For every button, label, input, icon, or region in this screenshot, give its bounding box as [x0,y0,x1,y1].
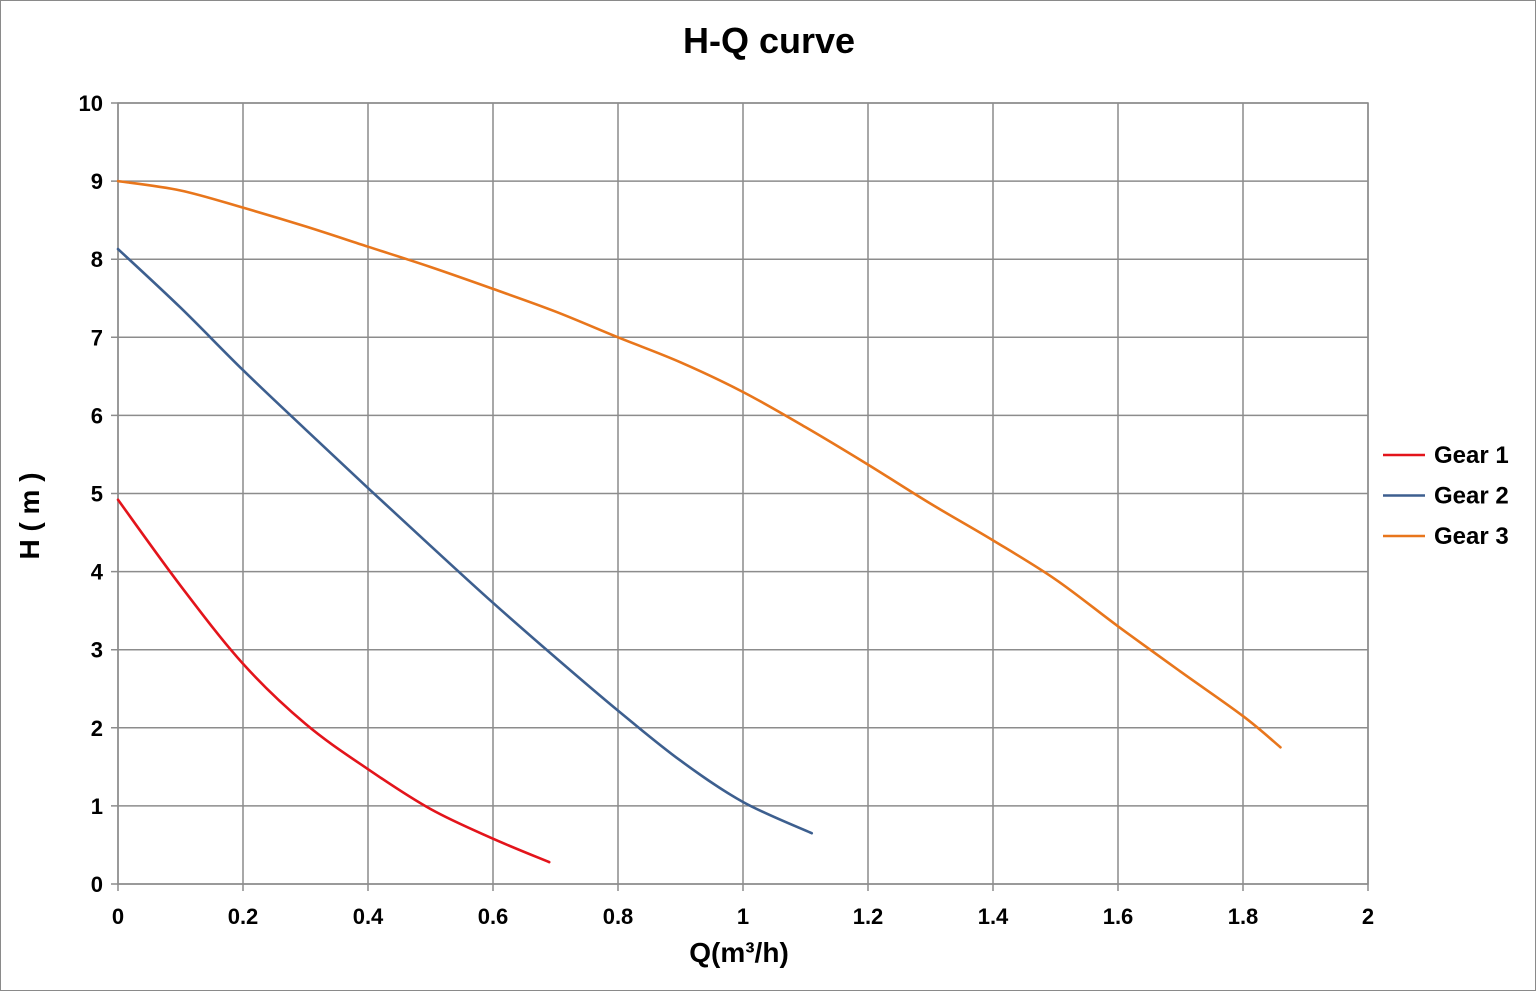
y-axis-ticks: 0 1 2 3 4 5 6 7 8 9 10 [79,91,104,897]
x-tick-label: 1.6 [1103,904,1134,929]
chart-title: H-Q curve [683,20,855,61]
y-tick-label: 1 [91,794,103,819]
y-tick-label: 6 [91,403,103,428]
y-tick-label: 9 [91,169,103,194]
series-line-gear-1 [116,498,551,864]
y-tick-label: 4 [91,560,104,585]
legend-label-gear-2: Gear 2 [1434,483,1509,510]
y-tick-label: 10 [79,91,103,116]
series-line-gear-2 [116,247,814,835]
x-tick-label: 1.4 [978,904,1009,929]
y-tick-label: 7 [91,325,103,350]
y-tick-label: 5 [91,482,103,507]
x-tick-label: 2 [1362,904,1374,929]
y-tick-label: 8 [91,247,103,272]
x-tick-label: 0.4 [353,904,384,929]
legend: Gear 1 Gear 2 Gear 3 [1383,442,1509,550]
x-tick-label: 1.2 [853,904,884,929]
y-tick-label: 2 [91,716,103,741]
x-tick-label: 0 [112,904,124,929]
x-tick-label: 1.8 [1228,904,1259,929]
legend-label-gear-3: Gear 3 [1434,523,1509,550]
series-line-gear-3 [116,179,1282,749]
x-tick-label: 0.8 [603,904,634,929]
y-tick-label: 0 [91,872,103,897]
y-tick-label: 3 [91,638,103,663]
legend-label-gear-1: Gear 1 [1434,442,1509,469]
x-tick-label: 0.2 [228,904,259,929]
series-layer [116,179,1282,864]
y-axis-label: H ( m ) [14,472,45,559]
x-axis-label: Q(m³/h) [689,937,789,968]
plot-area-border [117,102,1369,885]
x-tick-label: 0.6 [478,904,509,929]
grid [111,102,1369,891]
x-tick-label: 1 [737,904,749,929]
x-axis-ticks: 0 0.2 0.4 0.6 0.8 1 1.2 1.4 1.6 1.8 2 [112,904,1374,929]
